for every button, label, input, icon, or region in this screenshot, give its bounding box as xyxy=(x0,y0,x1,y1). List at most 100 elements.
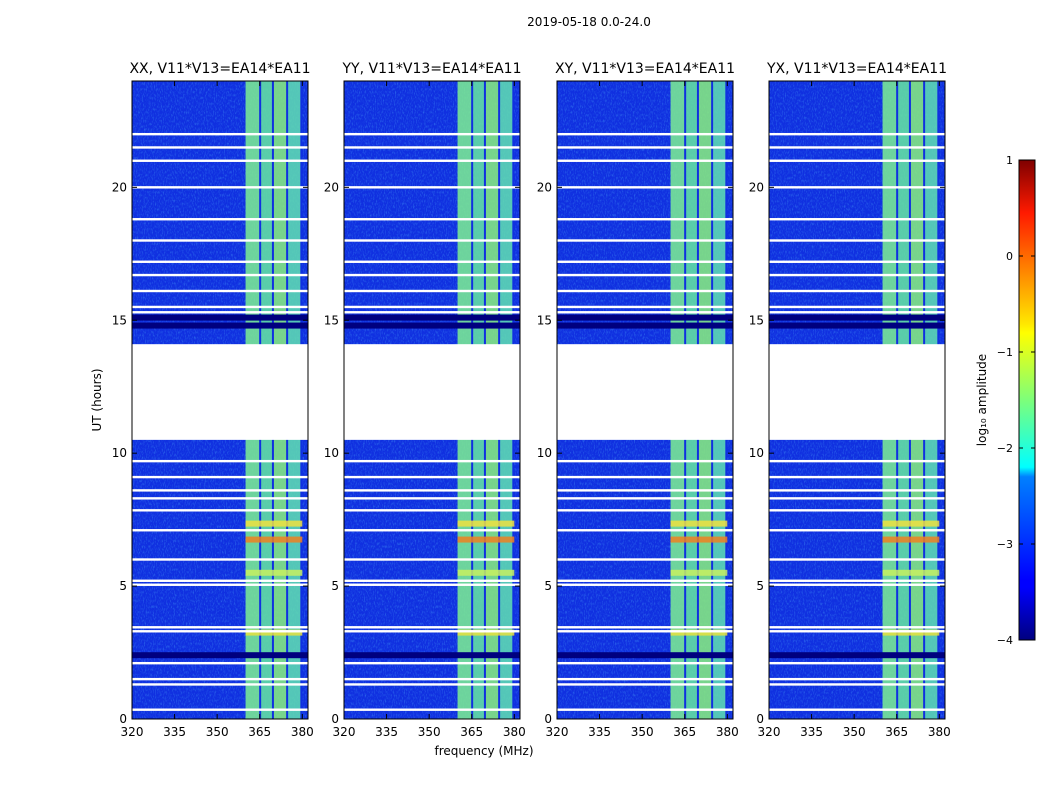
x-tick-label: 350 xyxy=(843,725,866,739)
colorbar-tick-label: −2 xyxy=(997,442,1013,455)
dark-row xyxy=(769,322,945,329)
x-tick-label: 350 xyxy=(418,725,441,739)
colorbar-tick-label: −4 xyxy=(997,634,1013,647)
y-tick-label: 15 xyxy=(749,313,764,327)
flagged-row xyxy=(769,305,945,309)
flagged-row xyxy=(557,459,733,463)
dark-row xyxy=(344,314,520,321)
y-tick-label: 5 xyxy=(756,579,764,593)
flagged-row xyxy=(769,239,945,242)
panel-frame xyxy=(556,80,734,720)
flagged-row xyxy=(769,583,945,586)
flagged-row xyxy=(132,311,308,314)
data-gap xyxy=(344,344,520,440)
flagged-row xyxy=(132,218,308,221)
flagged-row xyxy=(132,475,308,479)
dark-row xyxy=(132,314,308,321)
flagged-row xyxy=(557,677,733,681)
flagged-row xyxy=(769,529,945,532)
flagged-row xyxy=(344,218,520,221)
colorbar-tick-label: −1 xyxy=(997,346,1013,359)
flagged-row xyxy=(769,260,945,263)
x-tick-label: 320 xyxy=(121,725,144,739)
flagged-row xyxy=(769,630,945,633)
panel-3: XY, V11*V13=EA14*EA11 320 335 350 365 380 0 5 10… xyxy=(537,61,739,739)
flagged-row xyxy=(557,260,733,263)
data-gap xyxy=(132,344,308,440)
y-tick-label: 10 xyxy=(324,446,339,460)
flagged-row xyxy=(132,558,308,561)
flagged-row xyxy=(344,583,520,586)
x-tick-label: 350 xyxy=(206,725,229,739)
dark-row xyxy=(557,652,733,659)
flagged-row xyxy=(557,218,733,221)
flagged-row xyxy=(769,475,945,479)
flagged-row xyxy=(132,132,308,136)
y-tick-label: 10 xyxy=(112,446,127,460)
hot-row xyxy=(670,536,728,543)
x-tick-label: 335 xyxy=(588,725,611,739)
flagged-row xyxy=(557,630,733,633)
flagged-row xyxy=(344,273,520,277)
hot-row xyxy=(670,569,728,576)
flagged-row xyxy=(769,509,945,512)
y-tick-label: 20 xyxy=(324,180,339,194)
flagged-row xyxy=(344,509,520,512)
y-tick-label: 5 xyxy=(119,579,127,593)
y-tick-label: 5 xyxy=(331,579,339,593)
hot-row xyxy=(457,536,515,543)
flagged-row xyxy=(132,583,308,586)
flagged-row xyxy=(557,146,733,149)
flagged-row xyxy=(132,708,308,711)
hot-row xyxy=(882,569,940,576)
flagged-row xyxy=(769,459,945,463)
flagged-row xyxy=(344,661,520,665)
flagged-row xyxy=(344,529,520,532)
flagged-row xyxy=(557,239,733,242)
dark-row xyxy=(769,652,945,659)
dark-row xyxy=(344,652,520,659)
y-axis-label: UT (hours) xyxy=(90,368,104,431)
flagged-row xyxy=(132,159,308,162)
colorbar-ticks: −4 −3 −2 −1 0 1 xyxy=(997,154,1035,647)
flagged-row xyxy=(344,497,520,500)
y-tick-label: 0 xyxy=(331,712,339,726)
flagged-row xyxy=(557,583,733,586)
y-tick-label: 10 xyxy=(749,446,764,460)
dark-row xyxy=(769,314,945,321)
flagged-row xyxy=(132,509,308,512)
flagged-row xyxy=(557,305,733,309)
flagged-row xyxy=(557,475,733,479)
panel-frame xyxy=(768,80,946,720)
flagged-row xyxy=(557,159,733,162)
flagged-row xyxy=(769,289,945,293)
flagged-row xyxy=(557,497,733,500)
colorbar: −4 −3 −2 −1 0 1 log₁₀ amplitude xyxy=(975,154,1036,647)
panel-title: YY, V11*V13=EA14*EA11 xyxy=(342,61,522,77)
flagged-row xyxy=(557,273,733,277)
flagged-row xyxy=(344,630,520,633)
flagged-row xyxy=(557,489,733,492)
hot-row xyxy=(245,520,303,527)
flagged-row xyxy=(769,132,945,136)
x-axis-label: frequency (MHz) xyxy=(434,744,533,758)
panels: XX, V11*V13=EA14*EA11 320 335 350 365 380 0 5 10… xyxy=(112,61,951,739)
panel-title: XY, V11*V13=EA14*EA11 xyxy=(555,61,735,77)
flagged-row xyxy=(344,579,520,582)
flagged-row xyxy=(769,661,945,665)
hot-row xyxy=(882,629,940,636)
hot-row xyxy=(882,536,940,543)
flagged-row xyxy=(557,626,733,629)
flagged-row xyxy=(557,558,733,561)
dark-row xyxy=(344,322,520,329)
flagged-row xyxy=(132,529,308,532)
flagged-row xyxy=(132,683,308,686)
flagged-row xyxy=(132,626,308,629)
x-tick-label: 320 xyxy=(758,725,781,739)
y-tick-label: 0 xyxy=(119,712,127,726)
flagged-row xyxy=(557,579,733,582)
y-tick-label: 0 xyxy=(756,712,764,726)
figure-title: 2019-05-18 0.0-24.0 xyxy=(527,15,651,29)
flagged-row xyxy=(344,475,520,479)
